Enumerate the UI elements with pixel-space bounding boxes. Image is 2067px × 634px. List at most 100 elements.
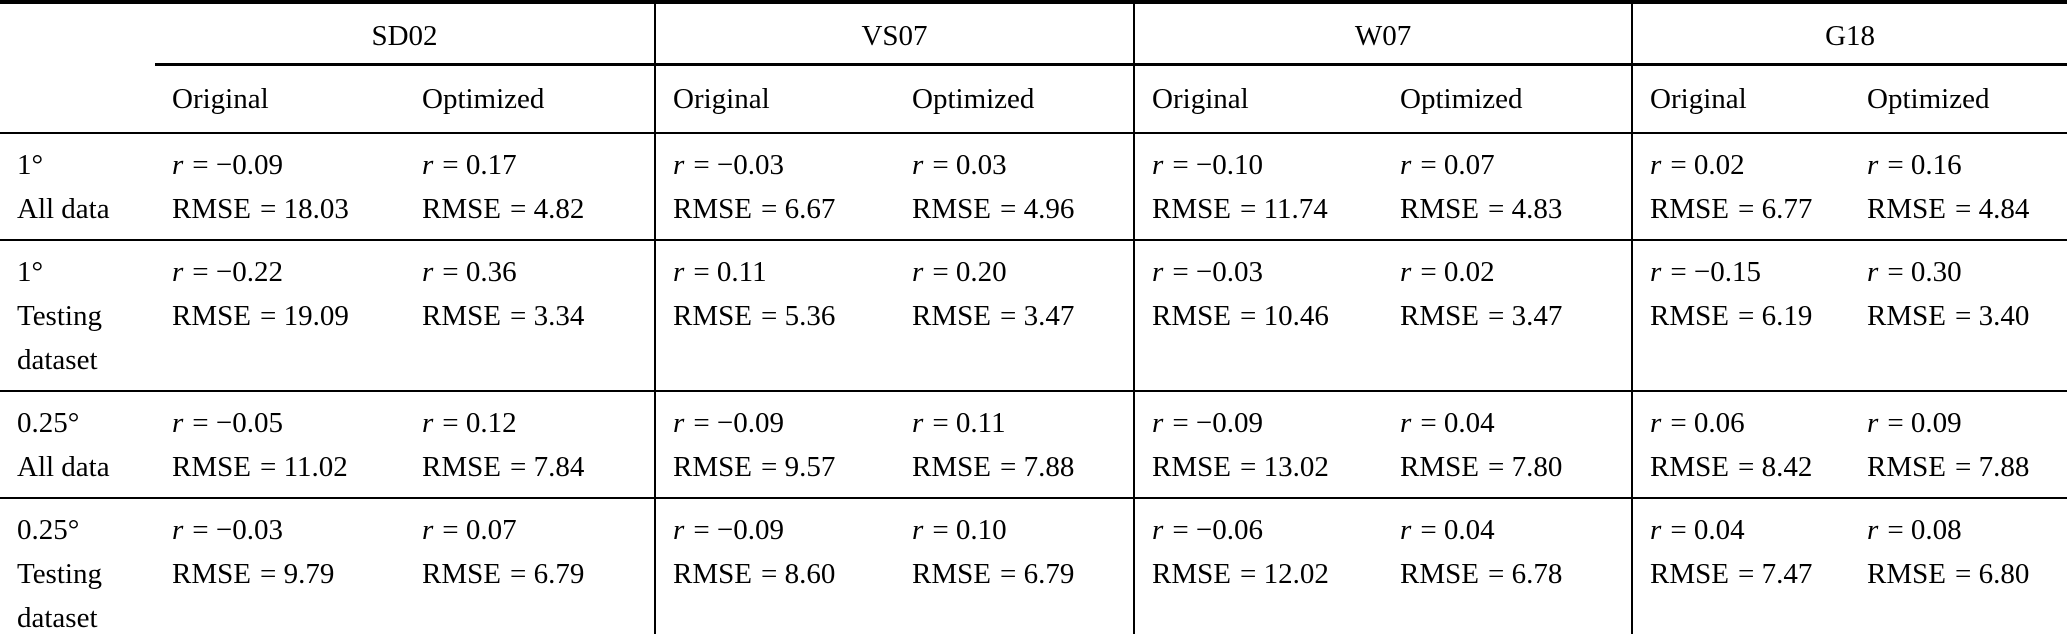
metric-cell: r = 0.07 RMSE = 6.79 xyxy=(405,498,656,634)
row-label-line: 0.25° xyxy=(17,514,80,546)
group-header-sd02: SD02 xyxy=(155,0,656,66)
rmse-line: RMSE = 9.79 xyxy=(172,552,401,596)
metric-cell: r = 0.36 RMSE = 3.34 xyxy=(405,240,656,392)
r-symbol: r xyxy=(1867,407,1879,439)
row-label: 1° All data xyxy=(0,133,155,241)
rmse-label: RMSE xyxy=(1152,451,1232,483)
rmse-line: RMSE = 7.47 xyxy=(1650,552,1846,596)
r-value: = −0.03 xyxy=(192,514,284,546)
r-value: = 0.17 xyxy=(442,149,517,181)
rmse-line: RMSE = 6.77 xyxy=(1650,187,1846,231)
r-value: = 0.09 xyxy=(1887,407,1962,439)
rmse-value: = 3.47 xyxy=(1000,300,1075,332)
r-symbol: r xyxy=(1650,256,1662,288)
rmse-line: RMSE = 8.42 xyxy=(1650,445,1846,489)
metric-cell: r = 0.02 RMSE = 6.77 xyxy=(1631,133,1851,241)
r-line: r = −0.03 xyxy=(673,143,891,187)
rmse-line: RMSE = 4.82 xyxy=(422,187,650,231)
rmse-line: RMSE = 12.02 xyxy=(1152,552,1379,596)
rmse-value: = 7.80 xyxy=(1488,451,1563,483)
metric-cell: r = 0.06 RMSE = 8.42 xyxy=(1631,391,1851,499)
r-value: = −0.15 xyxy=(1670,256,1762,288)
rmse-line: RMSE = 4.96 xyxy=(912,187,1129,231)
data-row-025deg-all: 0.25° All data r = −0.05 RMSE = 11.02 r = 0… xyxy=(0,391,2067,499)
r-value: = 0.04 xyxy=(1670,514,1745,546)
r-symbol: r xyxy=(1400,149,1412,181)
r-symbol: r xyxy=(912,514,924,546)
rmse-line: RMSE = 10.46 xyxy=(1152,294,1379,338)
sub-header-optimized: Optimized xyxy=(1383,64,1633,134)
rmse-label: RMSE xyxy=(1152,300,1232,332)
rmse-line: RMSE = 11.02 xyxy=(172,445,401,489)
metric-cell: r = 0.10 RMSE = 6.79 xyxy=(895,498,1135,634)
r-symbol: r xyxy=(673,514,685,546)
metric-cell: r = 0.17 RMSE = 4.82 xyxy=(405,133,656,241)
rmse-line: RMSE = 5.36 xyxy=(673,294,891,338)
rmse-label: RMSE xyxy=(1650,558,1730,590)
r-symbol: r xyxy=(912,256,924,288)
metric-cell: r = 0.30 RMSE = 3.40 xyxy=(1850,240,2067,392)
r-line: r = 0.11 xyxy=(912,401,1129,445)
sub-header-original: Original xyxy=(155,64,405,134)
rmse-label: RMSE xyxy=(673,193,752,225)
r-line: r = 0.04 xyxy=(1650,508,1846,552)
r-line: r = 0.02 xyxy=(1650,143,1846,187)
r-value: = −0.09 xyxy=(693,407,785,439)
r-line: r = −0.03 xyxy=(1152,250,1379,294)
rmse-label: RMSE xyxy=(422,558,501,590)
rmse-label: RMSE xyxy=(912,451,991,483)
metric-cell: r = 0.07 RMSE = 4.83 xyxy=(1383,133,1633,241)
r-symbol: r xyxy=(422,149,434,181)
r-value: = −0.09 xyxy=(693,514,785,546)
r-line: r = 0.06 xyxy=(1650,401,1846,445)
r-value: = 0.30 xyxy=(1887,256,1962,288)
row-label-line: dataset xyxy=(17,602,98,634)
rmse-line: RMSE = 7.84 xyxy=(422,445,650,489)
r-value: = 0.36 xyxy=(442,256,517,288)
group-header-vs07: VS07 xyxy=(654,0,1135,66)
r-symbol: r xyxy=(1650,149,1662,181)
rmse-line: RMSE = 6.67 xyxy=(673,187,891,231)
rmse-line: RMSE = 4.83 xyxy=(1400,187,1627,231)
metric-cell: r = 0.11 RMSE = 5.36 xyxy=(654,240,896,392)
rmse-value: = 6.78 xyxy=(1488,558,1563,590)
rmse-line: RMSE = 18.03 xyxy=(172,187,401,231)
r-line: r = −0.03 xyxy=(172,508,401,552)
r-line: r = 0.02 xyxy=(1400,250,1627,294)
rmse-value: = 8.60 xyxy=(761,558,836,590)
metric-cell: r = −0.03 RMSE = 10.46 xyxy=(1133,240,1384,392)
rmse-value: = 13.02 xyxy=(1240,451,1329,483)
r-symbol: r xyxy=(422,256,434,288)
r-value: = −0.03 xyxy=(693,149,785,181)
rmse-value: = 4.82 xyxy=(509,193,585,225)
r-symbol: r xyxy=(1400,514,1412,546)
r-line: r = 0.17 xyxy=(422,143,650,187)
r-line: r = −0.05 xyxy=(172,401,401,445)
r-symbol: r xyxy=(172,514,184,546)
rmse-value: = 11.74 xyxy=(1240,193,1328,225)
r-value: = 0.04 xyxy=(1420,407,1495,439)
sub-header-original: Original xyxy=(654,64,896,134)
sub-header-optimized: Optimized xyxy=(1850,64,2067,134)
rmse-line: RMSE = 19.09 xyxy=(172,294,401,338)
rmse-value: = 7.47 xyxy=(1738,558,1813,590)
r-value: = 0.07 xyxy=(442,514,517,546)
rmse-line: RMSE = 3.34 xyxy=(422,294,650,338)
r-line: r = 0.03 xyxy=(912,143,1129,187)
rmse-value: = 4.83 xyxy=(1488,193,1563,225)
rmse-line: RMSE = 3.47 xyxy=(912,294,1129,338)
r-symbol: r xyxy=(1400,407,1412,439)
rmse-label: RMSE xyxy=(1152,193,1232,225)
rmse-label: RMSE xyxy=(673,300,752,332)
metric-cell: r = −0.22 RMSE = 19.09 xyxy=(155,240,405,392)
sub-header-optimized: Optimized xyxy=(895,64,1135,134)
rmse-label: RMSE xyxy=(1867,451,1947,483)
row-label: 0.25° Testing dataset xyxy=(0,498,155,634)
r-symbol: r xyxy=(673,149,685,181)
r-value: = −0.09 xyxy=(1172,407,1264,439)
metric-cell: r = −0.10 RMSE = 11.74 xyxy=(1133,133,1384,241)
rmse-value: = 9.57 xyxy=(761,451,836,483)
row-label: 1° Testing dataset xyxy=(0,240,155,392)
rmse-line: RMSE = 8.60 xyxy=(673,552,891,596)
